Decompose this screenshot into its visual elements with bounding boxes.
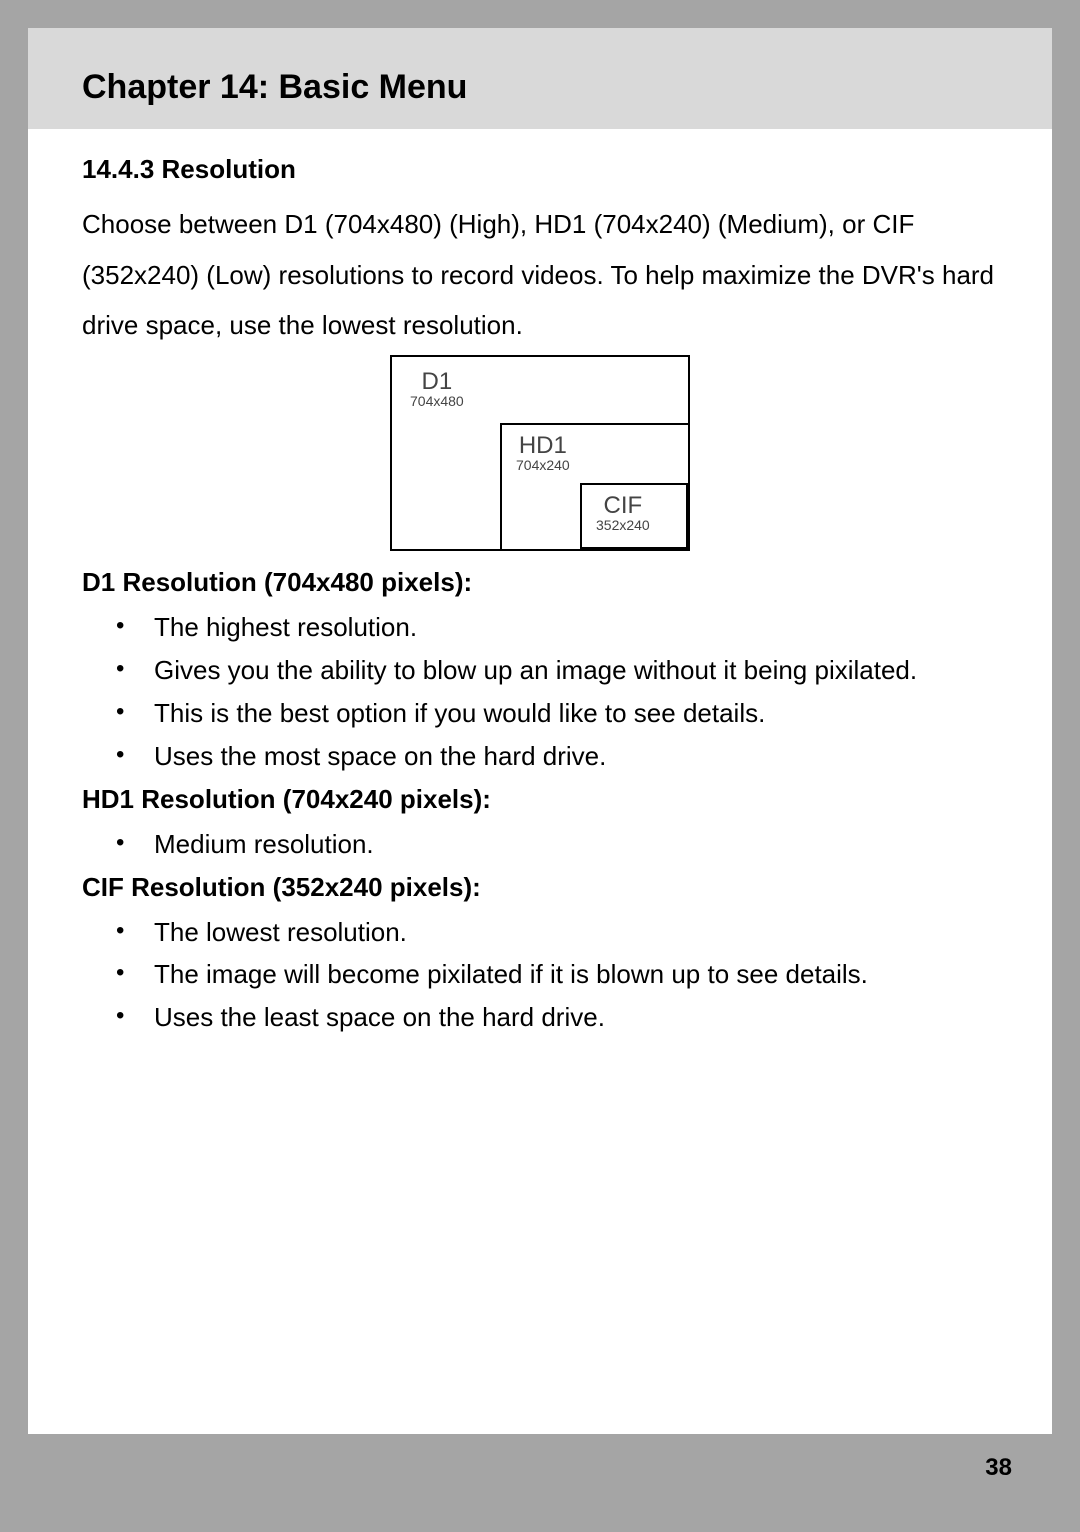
list-item: Uses the most space on the hard drive. (154, 735, 998, 778)
page-content: 14.4.3 Resolution Choose between D1 (704… (82, 154, 998, 1039)
list-item: Gives you the ability to blow up an imag… (154, 649, 998, 692)
d1-heading: D1 Resolution (704x480 pixels): (82, 567, 998, 598)
cif-label-small: 352x240 (596, 518, 650, 533)
cif-heading: CIF Resolution (352x240 pixels): (82, 872, 998, 903)
section-heading: 14.4.3 Resolution (82, 154, 998, 185)
page: Chapter 14: Basic Menu 14.4.3 Resolution… (28, 28, 1052, 1504)
intro-paragraph: Choose between D1 (704x480) (High), HD1 … (82, 199, 998, 351)
diagram-cif-box: CIF 352x240 (580, 483, 688, 549)
list-item: Medium resolution. (154, 823, 998, 866)
list-item: This is the best option if you would lik… (154, 692, 998, 735)
resolution-diagram: D1 704x480 HD1 704x240 CIF 352x240 (82, 355, 998, 551)
list-item: The lowest resolution. (154, 911, 998, 954)
d1-label-small: 704x480 (410, 394, 464, 409)
d1-list: The highest resolution. Gives you the ab… (82, 606, 998, 778)
d1-label-big: D1 (410, 369, 464, 394)
chapter-title: Chapter 14: Basic Menu (82, 68, 998, 107)
hd1-heading: HD1 Resolution (704x240 pixels): (82, 784, 998, 815)
cif-list: The lowest resolution. The image will be… (82, 911, 998, 1040)
footer-band: 38 (28, 1434, 1052, 1504)
diagram-d1-box: D1 704x480 HD1 704x240 CIF 352x240 (390, 355, 690, 551)
list-item: Uses the least space on the hard drive. (154, 996, 998, 1039)
hd1-label-small: 704x240 (516, 458, 570, 473)
chapter-header-band: Chapter 14: Basic Menu (28, 28, 1052, 129)
diagram-d1-label: D1 704x480 (410, 369, 464, 409)
hd1-label-big: HD1 (516, 433, 570, 458)
diagram-cif-label: CIF 352x240 (596, 493, 650, 533)
page-number: 38 (985, 1454, 1012, 1482)
diagram-hd1-label: HD1 704x240 (516, 433, 570, 473)
list-item: The image will become pixilated if it is… (154, 953, 998, 996)
hd1-list: Medium resolution. (82, 823, 998, 866)
cif-label-big: CIF (596, 493, 650, 518)
list-item: The highest resolution. (154, 606, 998, 649)
